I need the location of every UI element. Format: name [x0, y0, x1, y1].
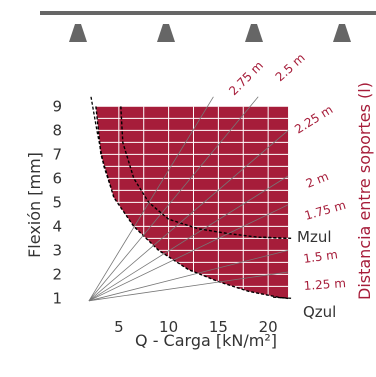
span-line: [88, 175, 289, 302]
support-beam-diagram: [40, 11, 376, 42]
span-label: 1.5 m: [302, 247, 338, 266]
support-2: [157, 24, 175, 42]
y-tick-label: 8: [52, 121, 62, 139]
y-axis-label: Flexión [mm]: [25, 152, 44, 258]
y-tick-label: 1: [52, 289, 62, 307]
y-tick-label: 9: [52, 97, 62, 115]
x-axis-label: Q - Carga [kN/m²]: [135, 331, 277, 350]
right-axis-label: Distancia entre soportes (l): [355, 82, 374, 300]
y-tick-label: 4: [52, 217, 62, 235]
support-1: [69, 24, 87, 42]
span-line: [88, 271, 289, 302]
span-line: [88, 96, 214, 302]
y-tick-label: 5: [52, 193, 62, 211]
span-line: [88, 96, 259, 302]
span-label: 2 m: [304, 169, 331, 191]
span-label: 1.75 m: [303, 198, 347, 223]
mzul-label: Mzul: [297, 228, 332, 246]
span-label: 1.25 m: [303, 276, 346, 293]
span-line: [88, 204, 289, 302]
support-3: [245, 24, 263, 42]
y-tick-label: 6: [52, 169, 62, 187]
span-label: 2.75 m: [226, 58, 266, 98]
qzul-label: Qzul: [303, 303, 336, 321]
span-label: 2.25 m: [292, 102, 335, 136]
mzul-curve: [120, 106, 289, 240]
support-4: [333, 24, 351, 42]
y-tick-label: 2: [52, 265, 62, 283]
span-label: 2.5 m: [273, 51, 308, 85]
qzul-leader: [273, 296, 294, 300]
x-tick-label: 15: [209, 318, 228, 336]
axis-ticks: 5 10 15 20 1 2 3 4 5 6 7 8 9: [52, 97, 277, 336]
span-line: [88, 130, 289, 302]
x-tick-label: 5: [114, 318, 124, 336]
y-tick-label: 3: [52, 241, 62, 259]
left-dashed-curve: [90, 96, 113, 191]
x-tick-label: 10: [159, 318, 178, 336]
span-line: [88, 250, 289, 302]
beam: [40, 11, 376, 15]
y-tick-label: 7: [52, 145, 62, 163]
x-tick-label: 20: [259, 318, 278, 336]
